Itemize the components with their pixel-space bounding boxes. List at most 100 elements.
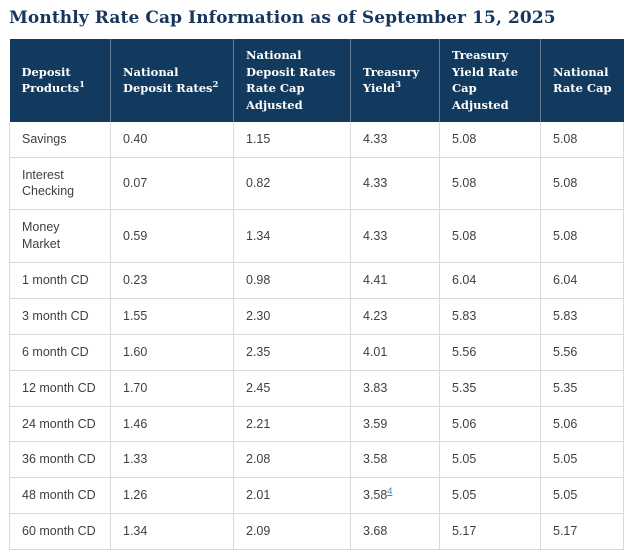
table-row: 36 month CD 1.33 2.08 3.58 5.05 5.05 (9, 441, 624, 479)
product-cell: 36 month CD (9, 441, 111, 479)
value-cell: 5.83 (540, 298, 624, 335)
footnote-marker: 4 (387, 486, 392, 496)
value-cell: 5.17 (439, 513, 541, 550)
column-header-national-deposit-rates: National Deposit Rates2 (110, 39, 234, 122)
value-cell: 1.26 (110, 477, 234, 515)
product-cell: 3 month CD (9, 298, 111, 335)
value-cell: 3.584 (350, 477, 440, 515)
value-cell: 3.59 (350, 406, 440, 443)
value-cell: 4.33 (350, 157, 440, 211)
value-cell: 4.41 (350, 262, 440, 299)
table-row: Savings 0.40 1.15 4.33 5.08 5.08 (9, 121, 624, 158)
footnote-4-link[interactable]: 4 (387, 486, 393, 497)
value-cell: 1.55 (110, 298, 234, 335)
value-cell: 5.05 (540, 477, 624, 515)
product-cell: Money Market (9, 209, 111, 264)
product-cell: 6 month CD (9, 334, 111, 371)
value-cell: 5.05 (439, 441, 541, 479)
value-cell: 1.70 (110, 370, 234, 407)
value-cell: 2.09 (233, 513, 351, 550)
value-cell: 5.08 (540, 121, 624, 158)
value-cell: 5.35 (439, 370, 541, 407)
table-row: Interest Checking 0.07 0.82 4.33 5.08 5.08 (9, 157, 624, 211)
table-row: 24 month CD 1.46 2.21 3.59 5.06 5.06 (9, 406, 624, 443)
value-cell: 5.56 (540, 334, 624, 371)
value-cell: 1.34 (233, 209, 351, 264)
value-cell: 6.04 (540, 262, 624, 299)
header-label: Treasury Yield Rate Cap Adjusted (452, 48, 519, 113)
table-row: 1 month CD 0.23 0.98 4.41 6.04 6.04 (9, 262, 624, 299)
table-row: 3 month CD 1.55 2.30 4.23 5.83 5.83 (9, 298, 624, 335)
product-cell: 1 month CD (9, 262, 111, 299)
value-cell: 0.82 (233, 157, 351, 211)
header-label: Treasury Yield (363, 64, 420, 96)
product-cell: 12 month CD (9, 370, 111, 407)
product-cell: 48 month CD (9, 477, 111, 515)
footnote-marker: 3 (395, 80, 402, 91)
value-cell: 3.58 (350, 441, 440, 479)
value-cell: 3.68 (350, 513, 440, 550)
header-label: National Deposit Rates (123, 64, 213, 96)
value-cell: 6.04 (439, 262, 541, 299)
value-cell: 4.33 (350, 121, 440, 158)
product-cell: 60 month CD (9, 513, 111, 550)
value-cell: 5.35 (540, 370, 624, 407)
value-cell: 1.46 (110, 406, 234, 443)
value-cell: 0.98 (233, 262, 351, 299)
page-title: Monthly Rate Cap Information as of Septe… (9, 8, 556, 28)
footnote-marker: 1 (79, 80, 85, 91)
value-cell: 5.06 (540, 406, 624, 443)
value-cell: 1.15 (233, 121, 351, 158)
value-cell: 5.83 (439, 298, 541, 335)
header-label: Deposit Products (21, 64, 80, 96)
header-label: Rate Cap Adjusted (246, 81, 305, 113)
product-cell: Savings (9, 121, 111, 158)
value-cell: 0.23 (110, 262, 234, 299)
table-header: Deposit Products1 National Deposit Rates… (9, 39, 624, 122)
value-cell: 3.83 (350, 370, 440, 407)
value-cell: 5.06 (439, 406, 541, 443)
rate-cap-table: Deposit Products1 National Deposit Rates… (9, 39, 624, 550)
footnote-marker: 2 (212, 80, 219, 91)
table-row: Money Market 0.59 1.34 4.33 5.08 5.08 (9, 209, 624, 264)
value-cell: 2.01 (233, 477, 351, 515)
table-row: 48 month CD 1.26 2.01 3.584 5.05 5.05 (9, 477, 624, 515)
table-row: 6 month CD 1.60 2.35 4.01 5.56 5.56 (9, 334, 624, 371)
value-cell: 5.08 (439, 209, 541, 264)
header-label: National Rate Cap (553, 64, 612, 96)
value-cell: 0.07 (110, 157, 234, 211)
product-cell: 24 month CD (9, 406, 111, 443)
value-cell: 5.56 (439, 334, 541, 371)
value-cell: 0.59 (110, 209, 234, 264)
value-cell: 4.01 (350, 334, 440, 371)
value-cell: 5.08 (540, 209, 624, 264)
column-header-national-deposit-rates-cap-adjusted: National Deposit Rates Rate Cap Adjusted (233, 39, 351, 122)
value-cell: 5.05 (540, 441, 624, 479)
value-cell: 2.45 (233, 370, 351, 407)
table-row: 60 month CD 1.34 2.09 3.68 5.17 5.17 (9, 513, 624, 550)
value-cell: 2.08 (233, 441, 351, 479)
header-label: National Deposit Rates (246, 48, 336, 79)
value-cell: 5.05 (439, 477, 541, 515)
column-header-treasury-yield-cap-adjusted: Treasury Yield Rate Cap Adjusted (439, 39, 541, 122)
value-cell: 1.60 (110, 334, 234, 371)
value-cell: 5.17 (540, 513, 624, 550)
value-cell: 0.40 (110, 121, 234, 158)
table-body: Savings 0.40 1.15 4.33 5.08 5.08 Interest Chec… (9, 121, 624, 550)
value-cell: 1.33 (110, 441, 234, 479)
value-cell: 4.33 (350, 209, 440, 264)
value-cell: 2.30 (233, 298, 351, 335)
value-cell: 5.08 (439, 121, 541, 158)
table-row: 12 month CD 1.70 2.45 3.83 5.35 5.35 (9, 370, 624, 407)
header-row: Deposit Products1 National Deposit Rates… (9, 39, 624, 122)
value-cell: 5.08 (439, 157, 541, 211)
column-header-deposit-products: Deposit Products1 (9, 39, 111, 122)
value-cell: 4.23 (350, 298, 440, 335)
value-cell: 5.08 (540, 157, 624, 211)
value-cell: 2.35 (233, 334, 351, 371)
product-cell: Interest Checking (9, 157, 111, 211)
column-header-treasury-yield: Treasury Yield3 (350, 39, 440, 122)
value-cell: 1.34 (110, 513, 234, 550)
column-header-national-rate-cap: National Rate Cap (540, 39, 624, 122)
